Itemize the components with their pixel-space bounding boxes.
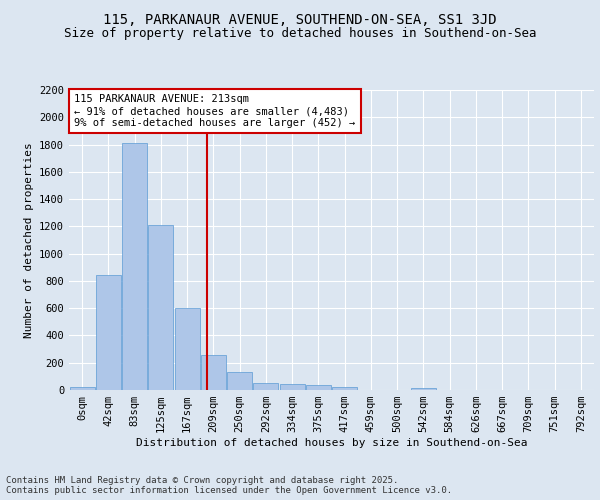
Bar <box>332 388 357 390</box>
Text: Contains HM Land Registry data © Crown copyright and database right 2025.
Contai: Contains HM Land Registry data © Crown c… <box>6 476 452 495</box>
Bar <box>148 225 173 390</box>
Bar <box>411 388 436 390</box>
Bar <box>70 386 95 390</box>
Text: Size of property relative to detached houses in Southend-on-Sea: Size of property relative to detached ho… <box>64 28 536 40</box>
Bar <box>96 275 121 390</box>
X-axis label: Distribution of detached houses by size in Southend-on-Sea: Distribution of detached houses by size … <box>136 438 527 448</box>
Text: 115 PARKANAUR AVENUE: 213sqm
← 91% of detached houses are smaller (4,483)
9% of : 115 PARKANAUR AVENUE: 213sqm ← 91% of de… <box>74 94 355 128</box>
Bar <box>280 384 305 390</box>
Bar <box>253 382 278 390</box>
Bar <box>122 143 147 390</box>
Bar <box>306 385 331 390</box>
Bar <box>175 308 200 390</box>
Bar <box>227 372 252 390</box>
Text: 115, PARKANAUR AVENUE, SOUTHEND-ON-SEA, SS1 3JD: 115, PARKANAUR AVENUE, SOUTHEND-ON-SEA, … <box>103 12 497 26</box>
Y-axis label: Number of detached properties: Number of detached properties <box>23 142 34 338</box>
Bar <box>201 355 226 390</box>
